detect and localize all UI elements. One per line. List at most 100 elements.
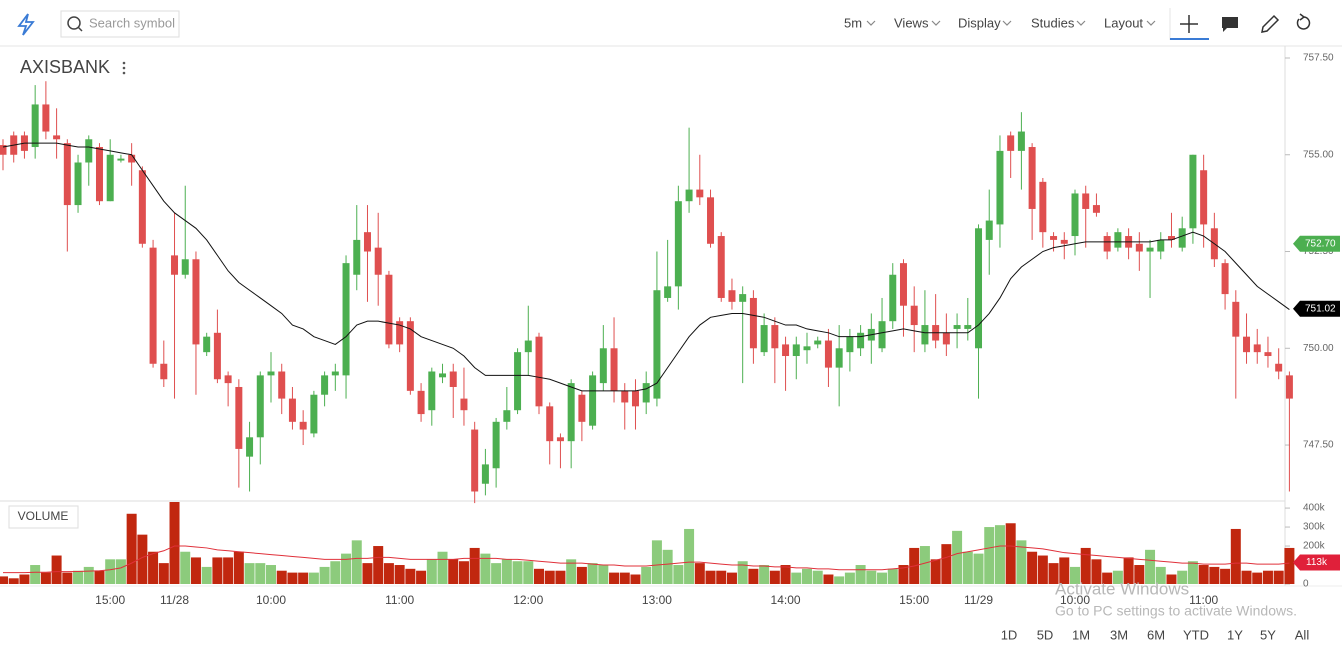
volume-bar [180, 551, 191, 584]
x-tick-label: 11:00 [385, 593, 414, 607]
range-button[interactable]: All [1295, 627, 1310, 642]
candle-body [95, 147, 103, 202]
symbol-menu[interactable] [122, 61, 126, 75]
volume-bar [1027, 551, 1038, 584]
volume-bar [416, 570, 427, 584]
range-button[interactable]: 1Y [1227, 627, 1243, 642]
volume-bar [1112, 570, 1123, 584]
chevron [931, 20, 941, 26]
candle-body [1178, 228, 1186, 248]
candle-body [1114, 232, 1122, 248]
toolbar-menu[interactable]: Display [958, 15, 1001, 30]
candle-body [610, 348, 618, 391]
draw-button[interactable] [1261, 14, 1280, 33]
volume-bar [802, 568, 812, 584]
volume-tag-label: 113k [1306, 557, 1328, 568]
candle-body [439, 373, 447, 378]
toolbar-menu[interactable]: Studies [1031, 15, 1075, 30]
volume-bar [1209, 566, 1220, 584]
candle-body [1232, 301, 1240, 337]
logo[interactable] [17, 13, 35, 36]
candle-body [74, 162, 82, 206]
volume-bar [458, 561, 469, 584]
candle-body [1253, 344, 1261, 353]
candle-body [996, 150, 1004, 225]
candle-body [256, 375, 264, 438]
range-button[interactable]: 6M [1147, 627, 1165, 642]
volume-bar [480, 553, 491, 584]
volume-bar [233, 551, 244, 584]
volume-bar [973, 553, 984, 584]
x-tick-label: 15:00 [899, 593, 929, 607]
volume-label-box[interactable] [8, 505, 79, 529]
volume-bar [812, 570, 823, 584]
volume-bar [1091, 559, 1102, 584]
candle-body [428, 371, 436, 411]
volume-bar [544, 570, 555, 584]
x-tick-label: 14:00 [771, 593, 801, 607]
candle-body [503, 410, 511, 422]
volume-bar [1016, 540, 1027, 584]
candle-body [396, 321, 404, 345]
toolbar-menu[interactable]: Layout [1104, 15, 1143, 30]
range-button[interactable]: 5Y [1260, 627, 1276, 642]
candle-body [1028, 147, 1036, 209]
volume-bar [748, 568, 759, 584]
volume-bar [887, 568, 898, 584]
y-tick-label: 200k [1303, 541, 1326, 552]
reset-button[interactable] [1296, 16, 1311, 30]
candle-body [1103, 236, 1111, 252]
volume-bar [115, 559, 126, 584]
volume-bar [94, 570, 105, 584]
candle-body [771, 325, 779, 349]
candle-body [846, 336, 854, 353]
volume-bar [1059, 557, 1070, 584]
candle-body [353, 239, 361, 275]
candle-body [514, 352, 522, 411]
crosshair-button[interactable] [1170, 15, 1209, 40]
range-button[interactable]: 3M [1110, 627, 1128, 642]
volume-bar [780, 565, 791, 584]
candle-body [138, 170, 146, 244]
y-tick-label: 757.50 [1303, 53, 1334, 64]
candle-body [567, 383, 575, 442]
candle-body [964, 325, 972, 329]
candle-body [53, 135, 61, 140]
interval-menu[interactable]: 5m [844, 15, 862, 30]
candle-body [160, 363, 168, 380]
candle-body [1243, 336, 1251, 353]
comment-button[interactable] [1222, 17, 1238, 32]
range-button[interactable]: 1M [1072, 627, 1090, 642]
volume-bar [512, 561, 523, 584]
candle-body [556, 437, 564, 442]
range-button[interactable]: 5D [1037, 627, 1054, 642]
chevron [1076, 20, 1086, 26]
volume-bar [587, 563, 598, 584]
volume-bar [1177, 570, 1188, 584]
volume-bar [190, 557, 201, 584]
price-tag [1293, 300, 1340, 317]
volume-bar [1005, 523, 1016, 584]
volume-bar [1134, 565, 1145, 584]
volume-bar [855, 565, 866, 584]
candle-body [857, 332, 865, 349]
x-tick-label: 10:00 [1060, 593, 1090, 607]
range-button[interactable]: 1D [1001, 627, 1018, 642]
volume-bar [212, 557, 223, 584]
candle-body [267, 371, 275, 376]
candle-body [171, 255, 179, 275]
volume-bar [373, 546, 384, 584]
range-button[interactable]: YTD [1183, 627, 1209, 642]
volume-bar [716, 570, 727, 584]
candle-body [449, 371, 457, 387]
volume-bar [19, 574, 30, 584]
dot [122, 71, 126, 75]
x-tick-label: 10:00 [256, 593, 286, 607]
candle-body [246, 437, 254, 457]
search-box[interactable]: Search symbol [60, 10, 180, 38]
y-tick-label: 755.00 [1303, 149, 1334, 160]
toolbar-menu[interactable]: Views [894, 15, 929, 30]
candle-body [824, 340, 832, 368]
range-bar [0, 615, 1342, 645]
candle-body [1060, 239, 1068, 244]
